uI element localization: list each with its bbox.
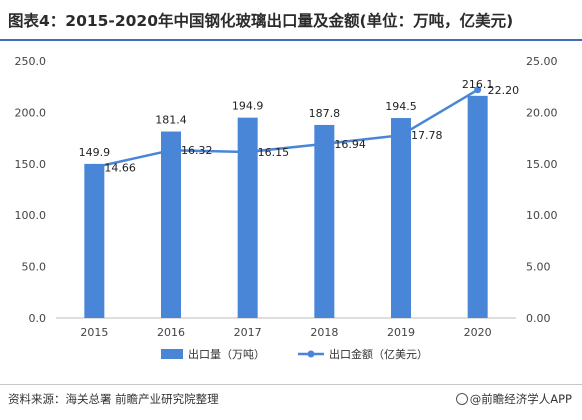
- line-point: [397, 131, 405, 139]
- y-right-tick-label: 0.00: [526, 312, 551, 325]
- bar: [391, 118, 411, 318]
- chart-title: 图表4：2015-2020年中国钢化玻璃出口量及金额(单位：万吨，亿美元): [8, 12, 514, 30]
- legend-label-line: 出口金额（亿美元）: [329, 347, 428, 361]
- line-point: [90, 163, 98, 171]
- x-tick-label: 2015: [80, 326, 108, 339]
- y-left-tick-label: 200.0: [15, 106, 47, 119]
- line-point: [167, 146, 175, 154]
- x-tick-label: 2017: [234, 326, 262, 339]
- legend-swatch-bar: [161, 349, 183, 359]
- y-left-tick-label: 150.0: [15, 158, 47, 171]
- line-data-label: 22.20: [488, 84, 519, 97]
- bar-data-label: 149.9: [79, 146, 111, 159]
- bar: [84, 163, 105, 318]
- bar: [314, 124, 335, 319]
- bar-data-label: 194.5: [385, 100, 417, 113]
- bar-data-label: 194.9: [232, 100, 264, 113]
- line-data-label: 14.66: [104, 161, 136, 174]
- brand-credit: @前瞻经济学人APP: [455, 391, 572, 407]
- line-point: [244, 148, 252, 156]
- bar-data-label: 181.4: [155, 114, 187, 127]
- bar-data-label: 187.8: [309, 107, 341, 120]
- line-data-label: 16.32: [181, 144, 213, 157]
- x-tick-label: 2016: [157, 326, 185, 339]
- y-left-tick-label: 250.0: [15, 55, 47, 68]
- footer-divider: [0, 384, 582, 385]
- line-data-label: 17.78: [411, 129, 443, 142]
- line-point: [474, 86, 482, 94]
- line-point: [320, 140, 328, 148]
- y-right-tick-label: 15.00: [526, 158, 558, 171]
- y-left-tick-label: 0.0: [29, 312, 47, 325]
- title-divider: [0, 39, 582, 41]
- x-tick-label: 2020: [464, 326, 492, 339]
- brand-logo-icon: [455, 393, 468, 405]
- line-series: [94, 88, 479, 169]
- y-right-tick-label: 5.00: [526, 261, 551, 274]
- brand-text: @前瞻经济学人APP: [469, 392, 572, 406]
- legend-label-bar: 出口量（万吨）: [188, 347, 265, 361]
- y-right-tick-label: 20.00: [526, 106, 558, 119]
- line-data-label: 16.15: [258, 146, 290, 159]
- x-tick-label: 2019: [387, 326, 415, 339]
- y-left-tick-label: 100.0: [15, 209, 47, 222]
- x-tick-label: 2018: [310, 326, 338, 339]
- y-right-tick-label: 25.00: [526, 55, 558, 68]
- bar: [237, 117, 258, 319]
- y-left-tick-label: 50.0: [22, 261, 47, 274]
- chart-area: 0.0 50.0 100.0 150.0 200.0 250.0 0.00 5.00 10.00…: [15, 55, 558, 361]
- bar: [467, 95, 488, 318]
- line-data-label: 16.94: [334, 138, 366, 151]
- y-right-tick-label: 10.00: [526, 209, 558, 222]
- bar-data-label: 216.1: [462, 78, 494, 91]
- source-note: 资料来源：海关总署 前瞻产业研究院整理: [8, 392, 219, 406]
- legend-marker-line: [307, 350, 315, 358]
- bar: [161, 131, 181, 318]
